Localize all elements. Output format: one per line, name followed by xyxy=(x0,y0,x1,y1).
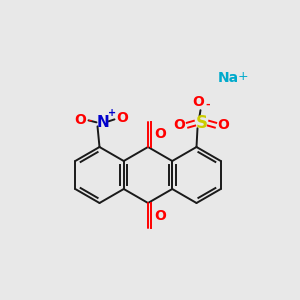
Text: O: O xyxy=(154,208,166,223)
Text: -: - xyxy=(206,100,210,110)
Text: O: O xyxy=(174,118,185,132)
Text: Na: Na xyxy=(218,71,239,85)
Text: O: O xyxy=(218,118,230,132)
Text: O: O xyxy=(117,111,128,125)
Text: O: O xyxy=(154,128,166,141)
Text: S: S xyxy=(196,114,208,132)
Text: O: O xyxy=(75,113,86,128)
Text: +: + xyxy=(238,70,248,83)
Text: N: N xyxy=(96,115,109,130)
Text: O: O xyxy=(193,95,204,109)
Text: -: - xyxy=(88,116,92,125)
Text: +: + xyxy=(107,108,116,118)
